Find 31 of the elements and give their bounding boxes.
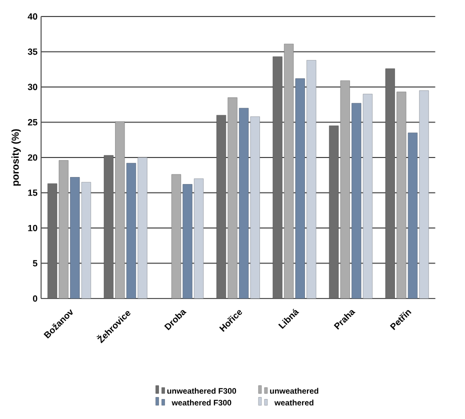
bar [70, 177, 80, 299]
bar [352, 103, 362, 299]
bar [228, 97, 238, 299]
y-axis-title: porosity (%) [11, 129, 21, 186]
bar [58, 160, 68, 299]
y-tick-label: 15 [28, 190, 38, 196]
y-tick-label: 25 [28, 119, 38, 126]
bar [419, 90, 429, 299]
y-tick-label: 35 [28, 48, 38, 55]
bar [171, 174, 182, 299]
y-tick-label: 20 [28, 154, 38, 161]
bar [306, 60, 316, 299]
bar [362, 94, 372, 299]
bar [250, 116, 260, 299]
y-tick-label: 10 [28, 224, 38, 232]
bar [340, 80, 350, 299]
bar [194, 178, 204, 299]
bar [408, 132, 418, 299]
y-tick-label: 0 [32, 295, 38, 302]
bar [239, 108, 249, 299]
y-tick-label: 30 [28, 84, 38, 90]
bar [295, 78, 305, 299]
bar [182, 184, 192, 299]
bar [138, 157, 148, 299]
bar [396, 92, 406, 299]
bar [115, 121, 125, 299]
y-tick-label: 5 [32, 260, 38, 266]
y-tick-label: 40 [28, 13, 38, 20]
bar [126, 162, 136, 299]
bar [284, 44, 294, 299]
bar [81, 182, 91, 299]
